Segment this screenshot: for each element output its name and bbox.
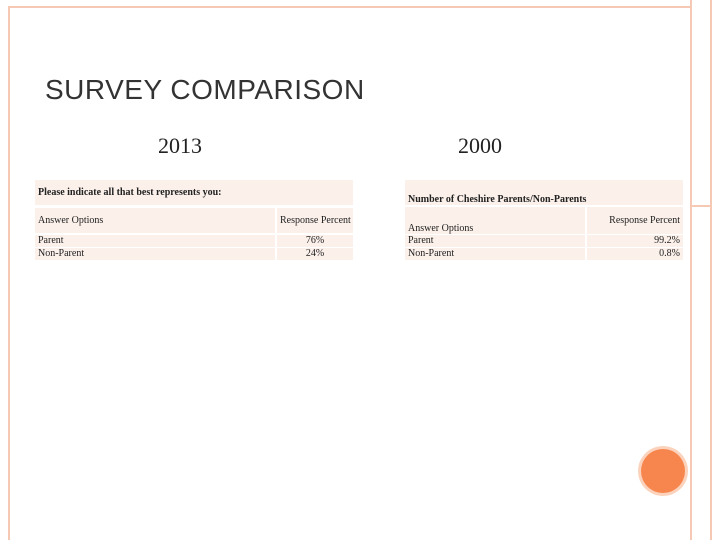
frame-right-inner — [690, 0, 692, 540]
frame-right-tick — [692, 205, 712, 207]
row-label: Non-Parent — [405, 248, 585, 260]
row-value: 0.8% — [587, 248, 683, 260]
row-value: 76% — [277, 235, 353, 247]
slide-title: SURVEY COMPARISON — [45, 74, 365, 105]
decor-circle — [641, 449, 685, 493]
column-header: Answer Options — [35, 208, 275, 233]
year-label: 2000 — [458, 133, 502, 158]
column-header: Answer Options — [405, 207, 585, 234]
frame-top — [8, 6, 692, 8]
table-header: Please indicate all that best represents… — [35, 180, 353, 205]
year-label: 2013 — [158, 133, 202, 158]
frame-right-outer — [710, 0, 712, 540]
frame-left — [8, 6, 10, 540]
column-header: Response Percent — [277, 208, 353, 233]
row-label: Non-Parent — [35, 248, 275, 260]
row-value: 99.2% — [587, 235, 683, 247]
row-label: Parent — [35, 235, 275, 247]
table-header: Number of Cheshire Parents/Non-Parents — [405, 180, 683, 205]
row-label: Parent — [405, 235, 585, 247]
column-header: Response Percent — [587, 207, 683, 234]
row-value: 24% — [277, 248, 353, 260]
